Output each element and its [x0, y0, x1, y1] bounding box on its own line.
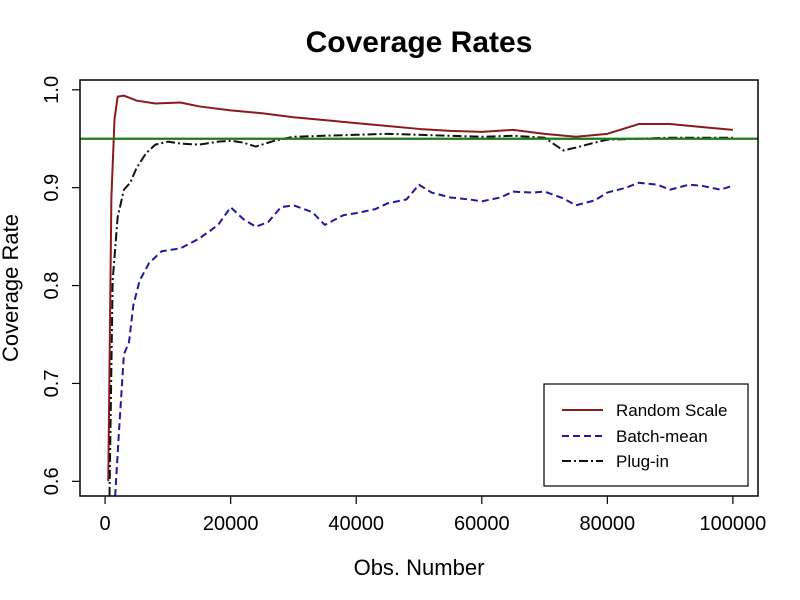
plot-frame [79, 79, 759, 497]
chart-title: Coverage Rates [306, 26, 533, 59]
y-axis-label: Coverage Rate [0, 214, 23, 362]
y-tick-label: 0.9 [41, 174, 63, 202]
series-line-plug-in [108, 132, 733, 496]
series-layer [80, 94, 758, 496]
x-tick-label: 0 [100, 513, 111, 535]
x-tick-label: 40000 [328, 513, 384, 535]
y-tick-label: 0.7 [41, 370, 63, 398]
axes-layer: 0 20000 40000 60000 80000 100000 0.6 0.7 0.8 0.9 1… [41, 76, 766, 535]
y-tick-label: 0.8 [41, 272, 63, 300]
legend-label-plug-in: Plug-in [616, 452, 669, 471]
y-tick-label: 0.6 [41, 467, 63, 495]
legend-label-random-scale: Random Scale [616, 401, 728, 420]
y-tick-label: 1.0 [41, 76, 63, 104]
x-tick-label: 20000 [203, 513, 259, 535]
x-axis-label: Obs. Number [354, 555, 485, 580]
legend-label-batch-mean: Batch-mean [616, 427, 708, 446]
series-line-random-scale [107, 94, 733, 482]
x-tick-label: 60000 [454, 513, 510, 535]
series-line-batch-mean [114, 181, 734, 496]
x-tick-label: 100000 [700, 513, 767, 535]
x-tick-label: 80000 [580, 513, 636, 535]
legend: Random Scale Batch-mean Plug-in [543, 383, 749, 487]
